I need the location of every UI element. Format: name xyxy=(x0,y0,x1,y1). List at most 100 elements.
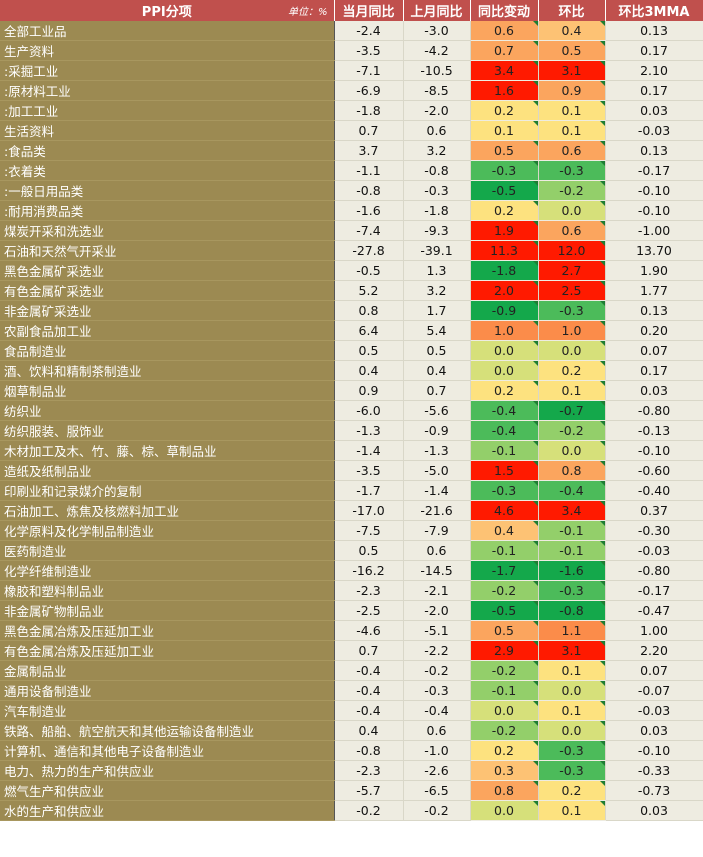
row-prev-yoy: -5.0 xyxy=(403,460,471,481)
row-yoy-change: -0.4 xyxy=(470,420,539,441)
row-mom: 0.6 xyxy=(538,140,606,161)
row-name: 印刷业和记录媒介的复制 xyxy=(0,480,335,501)
table-row: 木材加工及木、竹、藤、棕、草制品业 -1.4 -1.3 -0.1 0.0 -0.10 xyxy=(0,440,703,461)
row-mom-3mma: -1.00 xyxy=(605,220,703,241)
row-yoy-change: 0.1 xyxy=(470,120,539,141)
row-mom: 0.6 xyxy=(538,220,606,241)
row-mom: 0.0 xyxy=(538,200,606,221)
row-mom-3mma: 0.17 xyxy=(605,80,703,101)
row-cur-yoy: -2.5 xyxy=(334,600,404,621)
table-row: 铁路、船舶、航空航天和其他运输设备制造业 0.4 0.6 -0.2 0.0 0.03 xyxy=(0,720,703,741)
row-yoy-change: -0.1 xyxy=(470,440,539,461)
row-cur-yoy: -7.4 xyxy=(334,220,404,241)
row-yoy-change: -1.8 xyxy=(470,260,539,281)
row-prev-yoy: -9.3 xyxy=(403,220,471,241)
row-cur-yoy: -0.4 xyxy=(334,660,404,681)
row-prev-yoy: -0.9 xyxy=(403,420,471,441)
row-mom-3mma: -0.13 xyxy=(605,420,703,441)
row-mom-3mma: -0.73 xyxy=(605,780,703,801)
row-cur-yoy: -2.3 xyxy=(334,760,404,781)
row-mom: -0.3 xyxy=(538,760,606,781)
row-mom-3mma: -0.03 xyxy=(605,700,703,721)
row-mom-3mma: -0.33 xyxy=(605,760,703,781)
table-row: 计算机、通信和其他电子设备制造业 -0.8 -1.0 0.2 -0.3 -0.10 xyxy=(0,740,703,761)
row-mom: 0.1 xyxy=(538,100,606,121)
row-mom-3mma: -0.03 xyxy=(605,540,703,561)
row-cur-yoy: -0.5 xyxy=(334,260,404,281)
row-mom-3mma: 0.20 xyxy=(605,320,703,341)
row-name: 医药制造业 xyxy=(0,540,335,561)
row-yoy-change: 0.3 xyxy=(470,760,539,781)
table-row: 汽车制造业 -0.4 -0.4 0.0 0.1 -0.03 xyxy=(0,700,703,721)
row-cur-yoy: 6.4 xyxy=(334,320,404,341)
header-row: PPI分项 单位：% 当月同比 上月同比 同比变动 环比 环比3MMA xyxy=(0,0,703,21)
row-yoy-change: 0.2 xyxy=(470,740,539,761)
row-cur-yoy: -2.3 xyxy=(334,580,404,601)
row-prev-yoy: 0.5 xyxy=(403,340,471,361)
row-mom: 2.7 xyxy=(538,260,606,281)
row-cur-yoy: 0.5 xyxy=(334,340,404,361)
row-mom: 0.0 xyxy=(538,340,606,361)
row-mom-3mma: -0.17 xyxy=(605,160,703,181)
row-yoy-change: 0.5 xyxy=(470,620,539,641)
row-mom-3mma: -0.47 xyxy=(605,600,703,621)
row-mom: -0.8 xyxy=(538,600,606,621)
row-yoy-change: 1.6 xyxy=(470,80,539,101)
row-mom-3mma: 1.77 xyxy=(605,280,703,301)
row-prev-yoy: -2.2 xyxy=(403,640,471,661)
row-mom: 1.0 xyxy=(538,320,606,341)
row-name: 汽车制造业 xyxy=(0,700,335,721)
row-name: 计算机、通信和其他电子设备制造业 xyxy=(0,740,335,761)
row-yoy-change: 0.2 xyxy=(470,200,539,221)
row-mom-3mma: -0.30 xyxy=(605,520,703,541)
row-name: 石油加工、炼焦及核燃料加工业 xyxy=(0,500,335,521)
header-yoy-change: 同比变动 xyxy=(470,0,539,21)
row-mom: 0.8 xyxy=(538,460,606,481)
row-yoy-change: 0.0 xyxy=(470,800,539,821)
row-cur-yoy: -7.5 xyxy=(334,520,404,541)
row-mom-3mma: 0.13 xyxy=(605,21,703,41)
row-prev-yoy: -1.8 xyxy=(403,200,471,221)
row-cur-yoy: -1.3 xyxy=(334,420,404,441)
table-row: 非金属矿采选业 0.8 1.7 -0.9 -0.3 0.13 xyxy=(0,300,703,321)
row-mom: 3.4 xyxy=(538,500,606,521)
row-mom: -1.6 xyxy=(538,560,606,581)
row-mom: 0.1 xyxy=(538,380,606,401)
row-prev-yoy: -5.6 xyxy=(403,400,471,421)
table-body: 全部工业品 -2.4 -3.0 0.6 0.4 0.13 生产资料 -3.5 -4.2 0.7 0.… xyxy=(0,21,703,821)
row-cur-yoy: 0.8 xyxy=(334,300,404,321)
table-row: 燃气生产和供应业 -5.7 -6.5 0.8 0.2 -0.73 xyxy=(0,780,703,801)
row-prev-yoy: 1.3 xyxy=(403,260,471,281)
row-prev-yoy: -3.0 xyxy=(403,21,471,41)
row-mom: 0.5 xyxy=(538,40,606,61)
row-cur-yoy: -0.4 xyxy=(334,680,404,701)
row-yoy-change: 11.3 xyxy=(470,240,539,261)
row-mom-3mma: -0.40 xyxy=(605,480,703,501)
row-name: 有色金属冶炼及压延加工业 xyxy=(0,640,335,661)
row-cur-yoy: -6.9 xyxy=(334,80,404,101)
row-yoy-change: 0.0 xyxy=(470,340,539,361)
table-row: 水的生产和供应业 -0.2 -0.2 0.0 0.1 0.03 xyxy=(0,800,703,821)
table-row: 通用设备制造业 -0.4 -0.3 -0.1 0.0 -0.07 xyxy=(0,680,703,701)
row-mom: 0.1 xyxy=(538,800,606,821)
row-name: 生活资料 xyxy=(0,120,335,141)
row-mom-3mma: -0.10 xyxy=(605,740,703,761)
table-row: :耐用消费品类 -1.6 -1.8 0.2 0.0 -0.10 xyxy=(0,200,703,221)
table-row: 生活资料 0.7 0.6 0.1 0.1 -0.03 xyxy=(0,120,703,141)
row-mom: -0.1 xyxy=(538,540,606,561)
row-cur-yoy: -5.7 xyxy=(334,780,404,801)
row-prev-yoy: -2.6 xyxy=(403,760,471,781)
row-mom: -0.2 xyxy=(538,180,606,201)
table-row: 煤炭开采和洗选业 -7.4 -9.3 1.9 0.6 -1.00 xyxy=(0,220,703,241)
row-prev-yoy: 0.7 xyxy=(403,380,471,401)
row-name: :加工工业 xyxy=(0,100,335,121)
table-row: 农副食品加工业 6.4 5.4 1.0 1.0 0.20 xyxy=(0,320,703,341)
row-cur-yoy: -3.5 xyxy=(334,460,404,481)
table-row: 黑色金属冶炼及压延加工业 -4.6 -5.1 0.5 1.1 1.00 xyxy=(0,620,703,641)
table-row: 医药制造业 0.5 0.6 -0.1 -0.1 -0.03 xyxy=(0,540,703,561)
table-row: 电力、热力的生产和供应业 -2.3 -2.6 0.3 -0.3 -0.33 xyxy=(0,760,703,781)
header-item-col: PPI分项 单位：% xyxy=(0,0,335,21)
table-row: 石油和天然气开采业 -27.8 -39.1 11.3 12.0 13.70 xyxy=(0,240,703,261)
table-row: 烟草制品业 0.9 0.7 0.2 0.1 0.03 xyxy=(0,380,703,401)
row-mom: -0.2 xyxy=(538,420,606,441)
